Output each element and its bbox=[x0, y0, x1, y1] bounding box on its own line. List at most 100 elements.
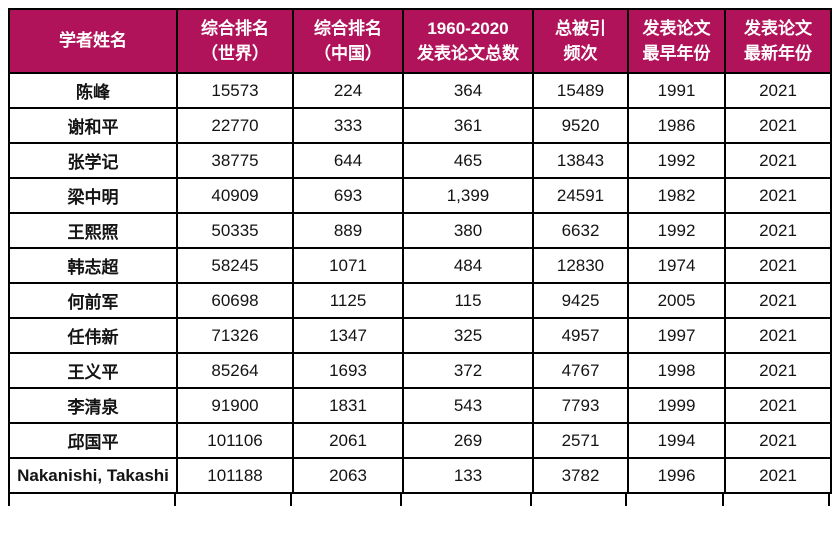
value-cell: 2063 bbox=[292, 457, 404, 494]
table-row: 任伟新 71326 1347 325 4957 1997 2021 bbox=[8, 317, 832, 354]
value-cell: 1071 bbox=[292, 247, 404, 284]
table-row: 韩志超 58245 1071 484 12830 1974 2021 bbox=[8, 247, 832, 284]
value-cell: 85264 bbox=[176, 352, 294, 389]
value-cell: 333 bbox=[292, 107, 404, 144]
partial-cell bbox=[8, 494, 176, 506]
value-cell: 2021 bbox=[724, 247, 832, 284]
value-cell: 4957 bbox=[532, 317, 629, 354]
value-cell: 101106 bbox=[176, 422, 294, 459]
value-cell: 15573 bbox=[176, 72, 294, 109]
value-cell: 15489 bbox=[532, 72, 629, 109]
value-cell: 1991 bbox=[627, 72, 726, 109]
table-row: 王义平 85264 1693 372 4767 1998 2021 bbox=[8, 352, 832, 389]
value-cell: 1992 bbox=[627, 212, 726, 249]
value-cell: 115 bbox=[402, 282, 534, 319]
header-row: 学者姓名 综合排名 （世界） 综合排名 （中国） 1960-2020 发表论文总数 总被… bbox=[8, 8, 832, 74]
table-row: 李清泉 91900 1831 543 7793 1999 2021 bbox=[8, 387, 832, 424]
spreadsheet-gridline-stubs bbox=[8, 0, 830, 8]
table-row: 张学记 38775 644 465 13843 1992 2021 bbox=[8, 142, 832, 179]
table-row: 王熙照 50335 889 380 6632 1992 2021 bbox=[8, 212, 832, 249]
value-cell: 1992 bbox=[627, 142, 726, 179]
column-header: 总被引 频次 bbox=[532, 8, 629, 74]
value-cell: 2061 bbox=[292, 422, 404, 459]
value-cell: 1999 bbox=[627, 387, 726, 424]
value-cell: 1831 bbox=[292, 387, 404, 424]
scholar-name-cell: Nakanishi, Takashi bbox=[8, 457, 178, 494]
value-cell: 40909 bbox=[176, 177, 294, 214]
partial-cell bbox=[532, 494, 627, 506]
value-cell: 13843 bbox=[532, 142, 629, 179]
value-cell: 101188 bbox=[176, 457, 294, 494]
value-cell: 50335 bbox=[176, 212, 294, 249]
column-header: 综合排名 （世界） bbox=[176, 8, 294, 74]
value-cell: 1974 bbox=[627, 247, 726, 284]
value-cell: 543 bbox=[402, 387, 534, 424]
value-cell: 7793 bbox=[532, 387, 629, 424]
partial-cell bbox=[176, 494, 292, 506]
value-cell: 889 bbox=[292, 212, 404, 249]
value-cell: 3782 bbox=[532, 457, 629, 494]
scholar-name-cell: 韩志超 bbox=[8, 247, 178, 284]
table-row: 谢和平 22770 333 361 9520 1986 2021 bbox=[8, 107, 832, 144]
scholar-name-cell: 张学记 bbox=[8, 142, 178, 179]
value-cell: 71326 bbox=[176, 317, 294, 354]
column-header: 学者姓名 bbox=[8, 8, 178, 74]
table-row: Nakanishi, Takashi 101188 2063 133 3782 1996 2… bbox=[8, 457, 832, 494]
scholar-name-cell: 王熙照 bbox=[8, 212, 178, 249]
value-cell: 2021 bbox=[724, 212, 832, 249]
value-cell: 2021 bbox=[724, 352, 832, 389]
value-cell: 1982 bbox=[627, 177, 726, 214]
partial-cell bbox=[724, 494, 830, 506]
value-cell: 2021 bbox=[724, 142, 832, 179]
scholar-name-cell: 陈峰 bbox=[8, 72, 178, 109]
value-cell: 2005 bbox=[627, 282, 726, 319]
value-cell: 2021 bbox=[724, 422, 832, 459]
value-cell: 1347 bbox=[292, 317, 404, 354]
value-cell: 9520 bbox=[532, 107, 629, 144]
value-cell: 6632 bbox=[532, 212, 629, 249]
partial-cell bbox=[402, 494, 532, 506]
table-row: 梁中明 40909 693 1,399 24591 1982 2021 bbox=[8, 177, 832, 214]
column-header: 综合排名 （中国） bbox=[292, 8, 404, 74]
value-cell: 58245 bbox=[176, 247, 294, 284]
partial-cell bbox=[627, 494, 724, 506]
value-cell: 2021 bbox=[724, 282, 832, 319]
value-cell: 24591 bbox=[532, 177, 629, 214]
column-header: 1960-2020 发表论文总数 bbox=[402, 8, 534, 74]
value-cell: 60698 bbox=[176, 282, 294, 319]
value-cell: 1125 bbox=[292, 282, 404, 319]
value-cell: 1693 bbox=[292, 352, 404, 389]
value-cell: 380 bbox=[402, 212, 534, 249]
table-row: 邱国平 101106 2061 269 2571 1994 2021 bbox=[8, 422, 832, 459]
value-cell: 1,399 bbox=[402, 177, 534, 214]
value-cell: 2021 bbox=[724, 457, 832, 494]
scholar-name-cell: 王义平 bbox=[8, 352, 178, 389]
value-cell: 224 bbox=[292, 72, 404, 109]
value-cell: 644 bbox=[292, 142, 404, 179]
scholar-name-cell: 李清泉 bbox=[8, 387, 178, 424]
value-cell: 2021 bbox=[724, 72, 832, 109]
value-cell: 91900 bbox=[176, 387, 294, 424]
value-cell: 1998 bbox=[627, 352, 726, 389]
value-cell: 9425 bbox=[532, 282, 629, 319]
value-cell: 693 bbox=[292, 177, 404, 214]
scholar-name-cell: 任伟新 bbox=[8, 317, 178, 354]
partial-cell bbox=[292, 494, 402, 506]
scholar-name-cell: 梁中明 bbox=[8, 177, 178, 214]
value-cell: 2021 bbox=[724, 107, 832, 144]
scholar-name-cell: 谢和平 bbox=[8, 107, 178, 144]
scholar-ranking-table: 学者姓名 综合排名 （世界） 综合排名 （中国） 1960-2020 发表论文总数 总被… bbox=[8, 8, 832, 494]
value-cell: 2021 bbox=[724, 177, 832, 214]
value-cell: 38775 bbox=[176, 142, 294, 179]
value-cell: 325 bbox=[402, 317, 534, 354]
value-cell: 2571 bbox=[532, 422, 629, 459]
table-row: 陈峰 15573 224 364 15489 1991 2021 bbox=[8, 72, 832, 109]
value-cell: 1996 bbox=[627, 457, 726, 494]
scholar-name-cell: 何前军 bbox=[8, 282, 178, 319]
value-cell: 1997 bbox=[627, 317, 726, 354]
value-cell: 361 bbox=[402, 107, 534, 144]
column-header: 发表论文 最早年份 bbox=[627, 8, 726, 74]
value-cell: 133 bbox=[402, 457, 534, 494]
value-cell: 1994 bbox=[627, 422, 726, 459]
